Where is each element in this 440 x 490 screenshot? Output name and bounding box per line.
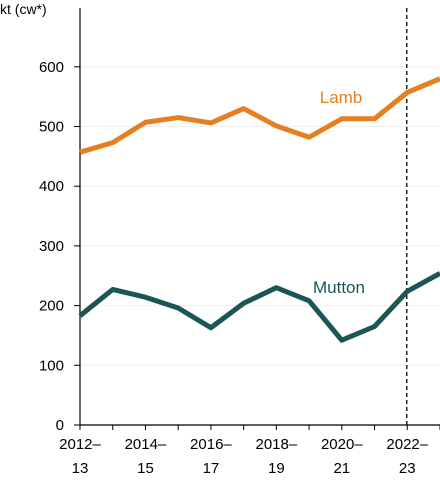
x-tick-label-line1: 2020– <box>321 436 363 453</box>
x-tick-label-line2: 19 <box>268 460 285 477</box>
x-tick-label-line1: 2014– <box>125 436 167 453</box>
x-tick-label-line2: 15 <box>137 460 154 477</box>
axes <box>79 8 440 426</box>
x-tick-label-line1: 2018– <box>256 436 298 453</box>
series-line-mutton <box>78 271 440 343</box>
x-tick-label-line2: 23 <box>399 460 416 477</box>
x-tick-label-line1: 2012– <box>59 436 101 453</box>
y-tick-label-0: 0 <box>56 417 64 434</box>
series-label-lamb: Lamb <box>320 88 363 107</box>
x-tick-label-line1: 2016– <box>190 436 232 453</box>
y-tick-label-300: 300 <box>39 238 64 255</box>
x-tick-label-line1: 2022– <box>386 436 428 453</box>
series-lines <box>78 76 440 343</box>
x-tick-label-line2: 21 <box>333 460 350 477</box>
y-axis-unit-label: kt (cw*) <box>0 1 47 17</box>
x-tick-label-line2: 17 <box>203 460 220 477</box>
y-tick-label-200: 200 <box>39 298 64 315</box>
y-tick-label-100: 100 <box>39 357 64 374</box>
series-label-mutton: Mutton <box>313 278 365 297</box>
y-tick-label-500: 500 <box>39 119 64 136</box>
y-tick-label-400: 400 <box>39 178 64 195</box>
series-labels: Lamb Mutton <box>313 88 365 297</box>
y-axis-ticks: 0 100 200 300 400 500 600 <box>39 59 80 434</box>
series-line-lamb <box>79 76 440 155</box>
x-tick-label-line2: 13 <box>72 460 89 477</box>
x-axis-ticks: 2012– 13 2014– 15 2016– 17 2018– 19 2020– 21 2022–… <box>59 425 440 477</box>
y-tick-label-600: 600 <box>39 59 64 76</box>
